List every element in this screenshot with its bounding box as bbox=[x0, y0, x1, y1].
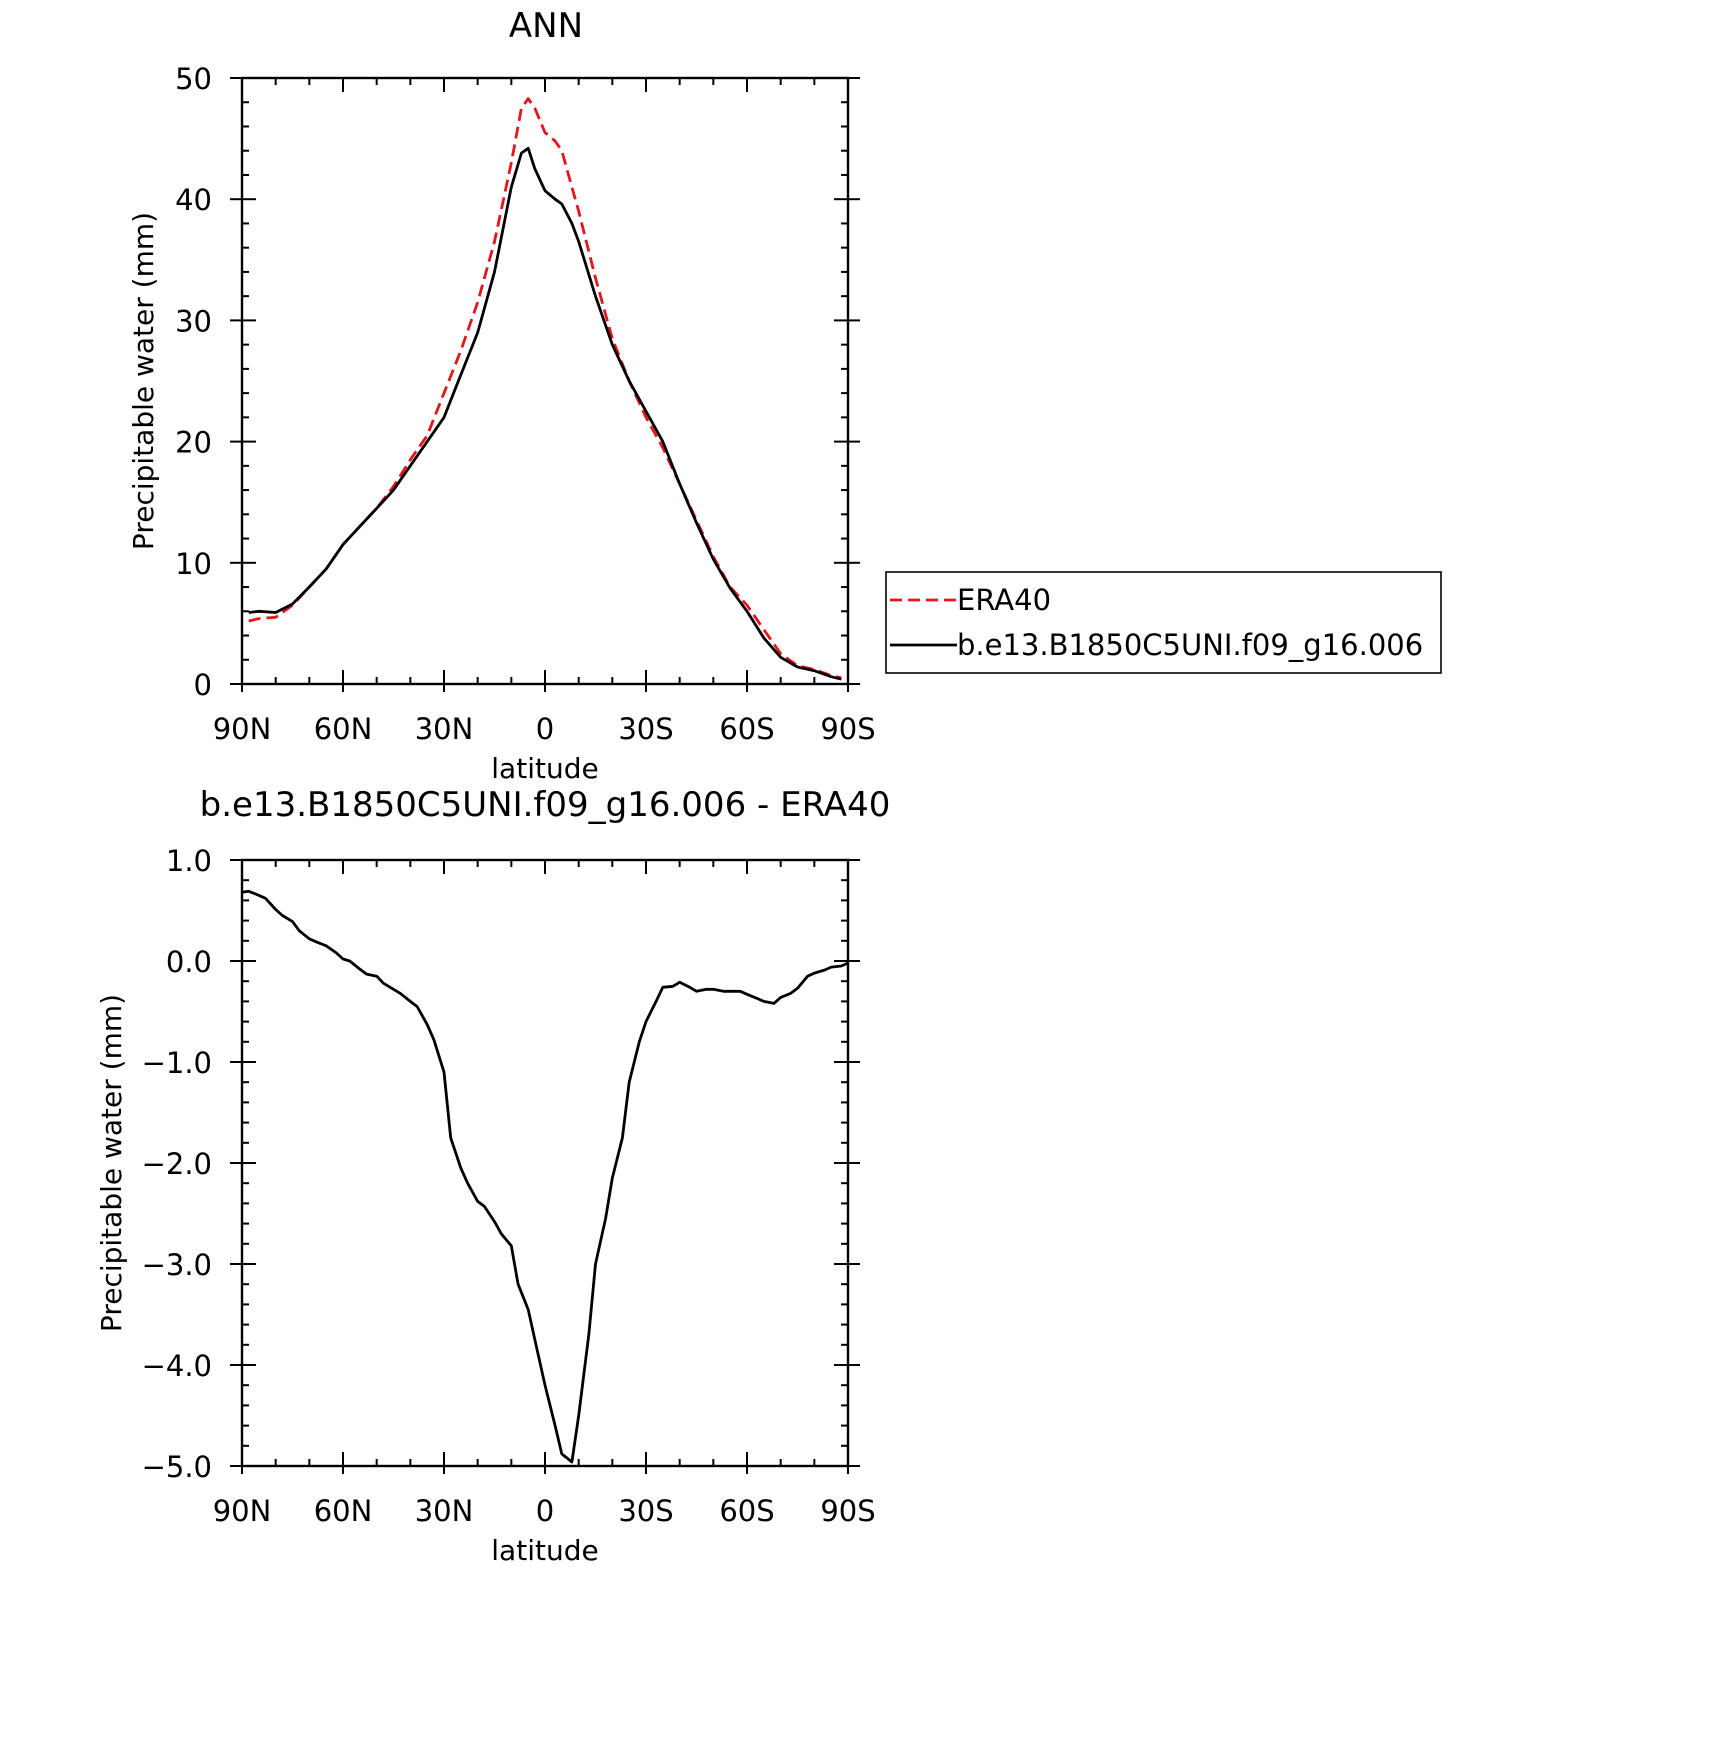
y-tick-label: −2.0 bbox=[142, 1147, 212, 1181]
x-tick-label: 30N bbox=[415, 1494, 474, 1528]
series-line-model bbox=[241, 889, 849, 1464]
x-tick-labels: 90N 60N 30N 0 30S 60S 90S bbox=[213, 712, 876, 746]
x-tick-label: 90N bbox=[213, 712, 272, 746]
y-axis-label: Precipitable water (mm) bbox=[127, 212, 160, 550]
legend: ERA40 b.e13.B1850C5UNI.f09_g16.006 bbox=[885, 571, 1442, 674]
y-tick-labels: 1.0 0.0 −1.0 −2.0 −3.0 −4.0 −5.0 bbox=[142, 844, 212, 1484]
x-tick-label: 30N bbox=[415, 712, 474, 746]
x-tick-label: 60N bbox=[314, 1494, 373, 1528]
x-tick-label: 90N bbox=[213, 1494, 272, 1528]
y-tick-labels: 0 10 20 30 40 50 bbox=[175, 62, 212, 702]
x-tick-label: 60S bbox=[719, 712, 774, 746]
x-tick-label: 60S bbox=[719, 1494, 774, 1528]
axis-ticks bbox=[230, 77, 860, 692]
y-tick-label: 0 bbox=[194, 668, 212, 702]
chart-panel-bottom: b.e13.B1850C5UNI.f09_g16.006 - ERA40 90N… bbox=[95, 785, 890, 1567]
series-line-model bbox=[248, 146, 842, 681]
x-tick-label: 30S bbox=[618, 1494, 673, 1528]
y-tick-label: 50 bbox=[175, 62, 212, 96]
x-axis-label: latitude bbox=[491, 752, 598, 785]
x-tick-label: 90S bbox=[820, 712, 875, 746]
legend-entry-era40: ERA40 bbox=[957, 583, 1051, 617]
y-tick-label: 20 bbox=[175, 426, 212, 460]
x-tick-label: 90S bbox=[820, 1494, 875, 1528]
chart-title: ANN bbox=[509, 6, 583, 46]
y-tick-label: 10 bbox=[175, 547, 212, 581]
y-axis-label: Precipitable water (mm) bbox=[95, 994, 128, 1332]
x-tick-label: 30S bbox=[618, 712, 673, 746]
y-tick-label: 0.0 bbox=[166, 945, 212, 979]
series-layer bbox=[248, 97, 842, 681]
x-tick-label: 0 bbox=[536, 1494, 554, 1528]
y-tick-label: −5.0 bbox=[142, 1450, 212, 1484]
x-tick-labels: 90N 60N 30N 0 30S 60S 90S bbox=[213, 1494, 876, 1528]
axis-ticks bbox=[230, 859, 860, 1474]
plot-frame bbox=[240, 76, 850, 686]
series-line-era40 bbox=[248, 97, 842, 680]
y-tick-label: 1.0 bbox=[166, 844, 212, 878]
chart-title: b.e13.B1850C5UNI.f09_g16.006 - ERA40 bbox=[200, 785, 891, 825]
y-tick-label: 30 bbox=[175, 304, 212, 338]
chart-panel-top: ANN 90N 60N 30N 0 30S 60S 90S 0 10 20 30 40 50 lati… bbox=[127, 6, 1442, 785]
series-layer bbox=[241, 889, 849, 1464]
y-tick-label: −1.0 bbox=[142, 1046, 212, 1080]
y-tick-label: −4.0 bbox=[142, 1349, 212, 1383]
legend-box bbox=[885, 571, 1442, 674]
y-tick-label: 40 bbox=[175, 183, 212, 217]
legend-entry-model: b.e13.B1850C5UNI.f09_g16.006 bbox=[957, 628, 1423, 662]
x-tick-label: 0 bbox=[536, 712, 554, 746]
x-tick-label: 60N bbox=[314, 712, 373, 746]
x-axis-label: latitude bbox=[491, 1534, 598, 1567]
y-tick-label: −3.0 bbox=[142, 1248, 212, 1282]
